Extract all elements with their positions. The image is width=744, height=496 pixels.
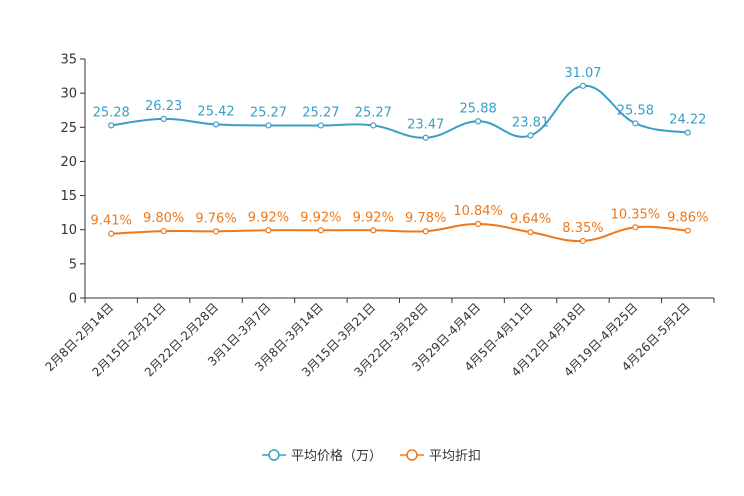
data-point[interactable] [317,122,324,129]
data-point[interactable] [370,122,377,129]
y-tick-label: 25 [60,121,77,136]
series-2: 9.41% 9.80% 9.76% 9.92% 9.92% 9.92% 9.78% 10.84… [91,204,708,245]
data-point[interactable] [265,122,272,129]
data-label: 25.42 [197,104,234,119]
data-label: 9.86% [667,211,708,226]
data-point[interactable] [317,227,324,234]
legend[interactable]: 平均价格（万） 平均折扣 [262,448,481,464]
y-tick-label: 15 [60,189,77,204]
data-point[interactable] [108,122,115,129]
data-label: 25.88 [460,101,497,116]
data-point[interactable] [475,220,482,228]
y-tick-label: 35 [60,53,77,68]
data-point[interactable] [579,237,587,245]
data-label: 24.22 [669,113,706,128]
data-point[interactable] [160,227,167,235]
data-point[interactable] [422,228,429,235]
legend-label: 平均价格（万） [291,448,382,464]
legend-item-2[interactable]: 平均折扣 [400,449,481,464]
data-label: 25.27 [250,105,287,120]
legend-marker-icon [268,449,280,461]
data-label: 9.78% [405,211,446,226]
data-label: 10.35% [611,207,661,222]
data-label: 9.64% [510,212,551,227]
data-point[interactable] [684,129,691,136]
y-tick-label: 10 [60,223,77,238]
data-point[interactable] [265,227,272,234]
data-point[interactable] [422,134,429,141]
data-point[interactable] [160,115,167,122]
series-layer: 25.28 26.23 25.42 25.27 25.27 25.27 23.47 25.88… [91,66,708,245]
data-point[interactable] [684,227,691,234]
legend-marker-icon [406,449,418,461]
legend-label: 平均折扣 [429,449,481,464]
y-tick-label: 30 [60,87,77,102]
data-point[interactable] [212,228,220,235]
data-label: 31.07 [564,66,601,81]
y-tick-label: 0 [69,292,77,307]
data-point[interactable] [632,120,639,127]
data-label: 25.27 [302,105,339,120]
data-label: 25.58 [617,103,654,118]
data-point[interactable] [527,229,534,236]
data-label: 23.81 [512,115,549,130]
y-tick-label: 5 [69,257,77,272]
data-label: 9.76% [195,211,236,226]
series-line [111,222,688,243]
data-label: 9.80% [143,211,184,226]
data-label: 26.23 [145,99,182,114]
y-tick-label: 20 [60,155,77,170]
data-label: 25.28 [93,105,130,120]
data-label: 25.27 [355,105,392,120]
data-label: 9.41% [91,214,132,229]
data-point[interactable] [632,224,639,231]
data-label: 23.47 [407,118,444,133]
x-axis: 2月8日-2月14日2月15日-2月21日2月22日-2月28日3月1日-3月7… [42,297,715,380]
y-axis: 0 5 10 15 20 25 30 35 [60,53,86,307]
data-point[interactable] [212,121,220,128]
data-label: 8.35% [562,221,603,236]
data-point[interactable] [370,227,377,234]
data-point[interactable] [108,230,115,237]
data-label: 9.92% [248,210,289,225]
data-label: 9.92% [353,210,394,225]
data-point[interactable] [527,132,534,139]
data-label: 10.84% [453,204,503,219]
series-1: 25.28 26.23 25.42 25.27 25.27 25.27 23.47 25.88… [93,66,706,141]
data-label: 9.92% [300,210,341,225]
data-point[interactable] [475,118,482,125]
legend-item-1[interactable]: 平均价格（万） [262,448,382,464]
data-point[interactable] [579,82,587,89]
